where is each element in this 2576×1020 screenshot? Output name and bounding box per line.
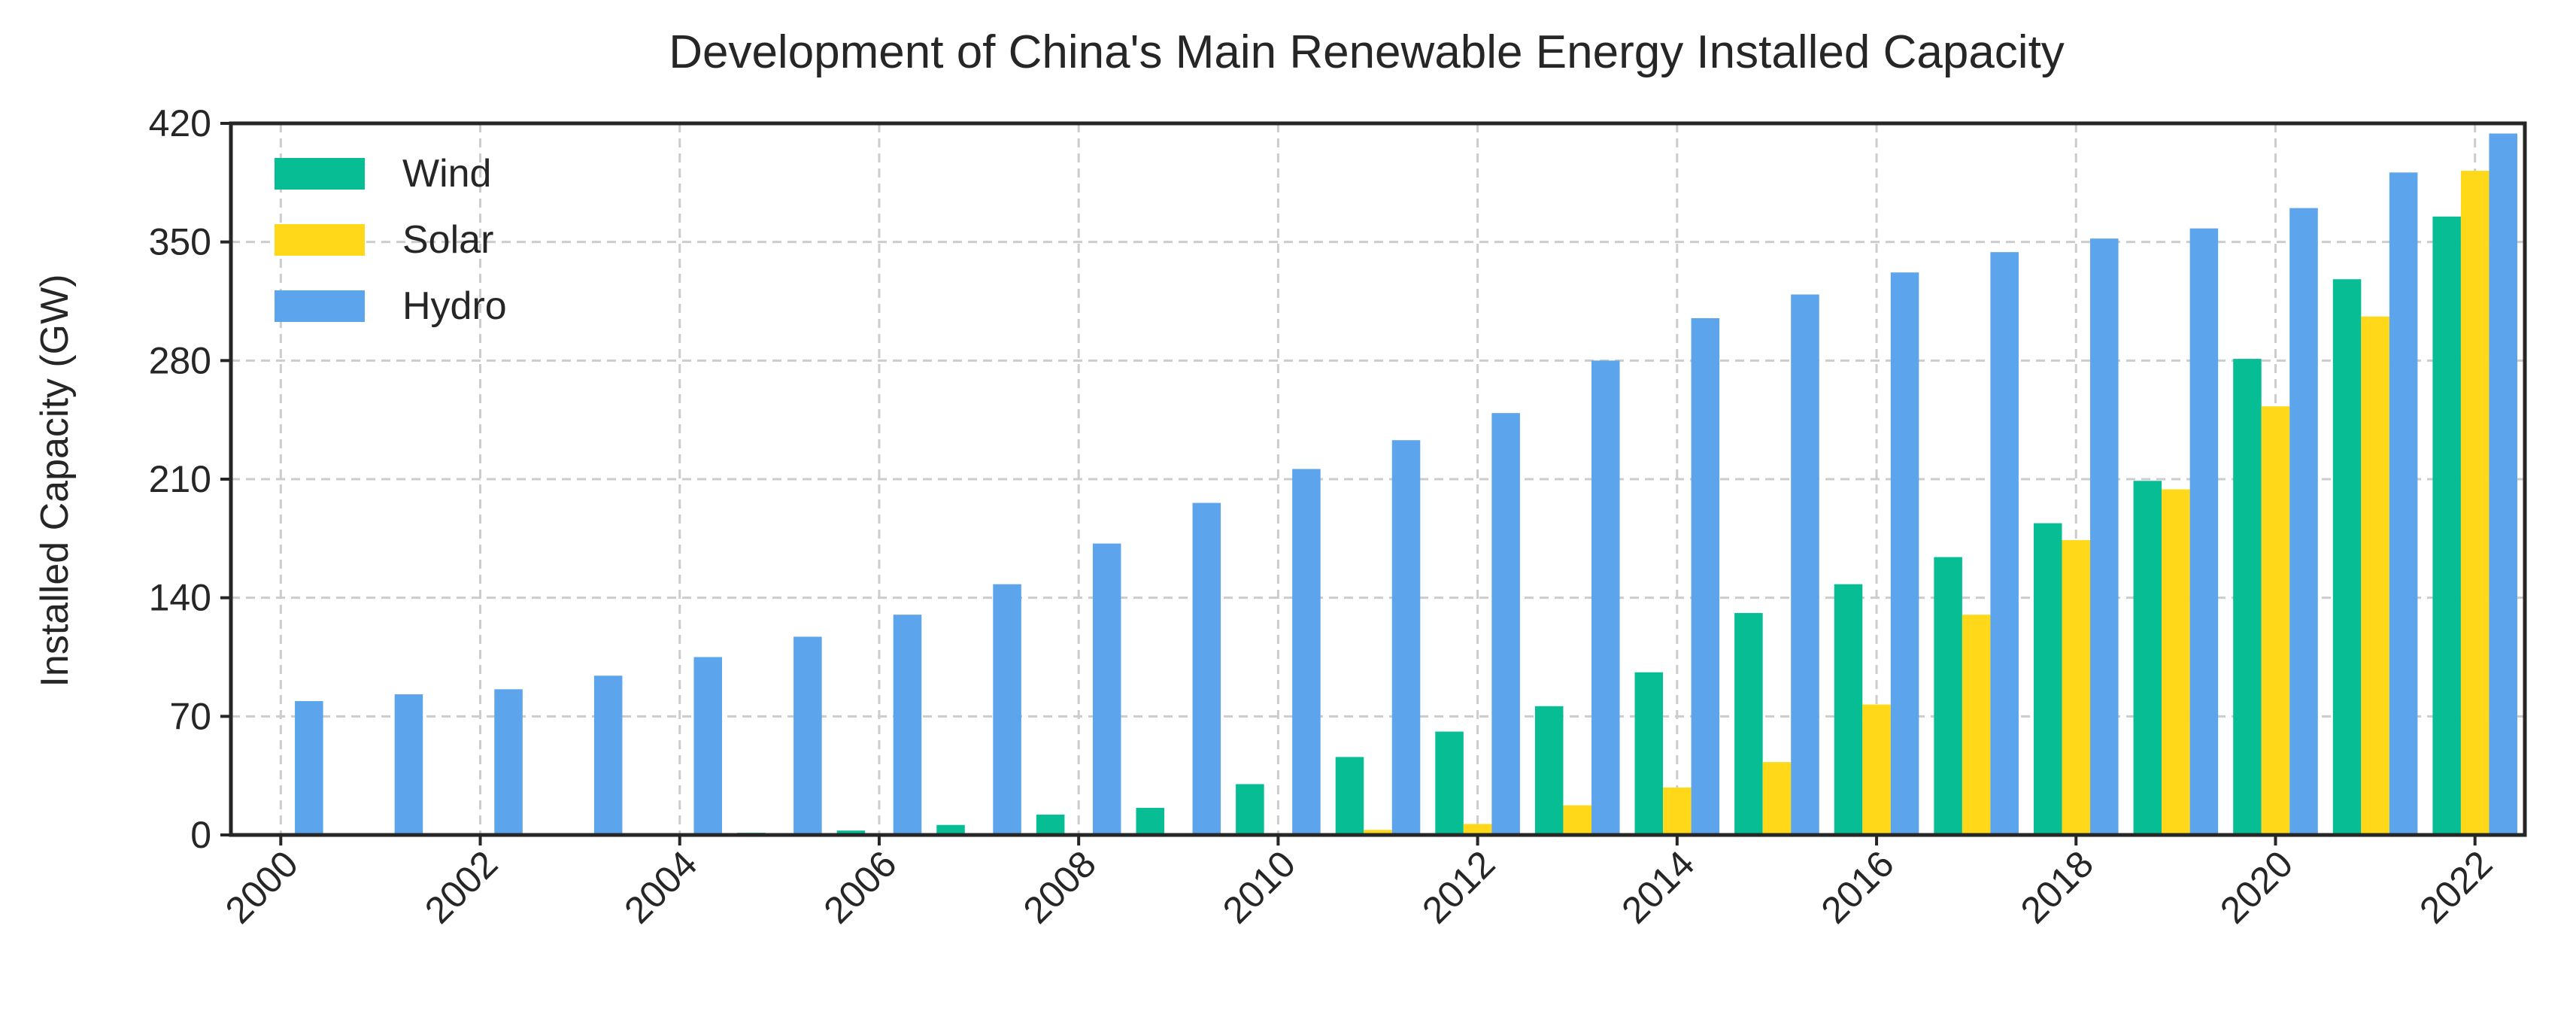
legend: Wind Solar Hydro	[275, 152, 507, 328]
x-tick-label: 2004	[616, 842, 705, 931]
y-tick-label: 420	[149, 102, 211, 144]
series-hydro	[295, 133, 2517, 836]
bar-wind-2009	[1136, 807, 1165, 835]
bar-hydro-2021	[2389, 172, 2418, 836]
bar-hydro-2011	[1391, 440, 1421, 835]
bar-wind-2017	[1934, 557, 1962, 835]
y-tick-label: 70	[169, 695, 211, 737]
bar-hydro-2015	[1791, 294, 1819, 835]
chart-title: Development of China's Main Renewable En…	[669, 26, 2065, 78]
bar-wind-2010	[1236, 784, 1264, 835]
y-tick-label: 280	[149, 339, 211, 381]
bar-hydro-2016	[1890, 272, 1919, 835]
bar-hydro-2003	[593, 675, 623, 835]
x-tick-label: 2010	[1215, 842, 1303, 931]
series-solar	[665, 171, 2490, 836]
bar-hydro-2007	[993, 584, 1021, 835]
bar-wind-2021	[2332, 279, 2362, 835]
legend-swatch-solar	[275, 224, 365, 256]
bar-solar-2018	[2062, 540, 2091, 835]
bar-wind-2020	[2233, 359, 2262, 836]
bar-wind-2011	[1335, 757, 1364, 835]
y-axis-label: Installed Capacity (GW)	[33, 274, 77, 687]
bar-hydro-2013	[1591, 360, 1620, 835]
bar-solar-2015	[1762, 762, 1792, 835]
series-wind	[238, 216, 2461, 836]
x-tick-label: 2012	[1414, 842, 1503, 931]
bar-hydro-2012	[1491, 413, 1520, 835]
bar-solar-2014	[1663, 787, 1692, 835]
bar-solar-2020	[2261, 406, 2290, 835]
legend-swatch-wind	[275, 158, 365, 190]
x-tick-label: 2016	[1813, 842, 1902, 931]
bar-wind-2022	[2432, 216, 2461, 835]
x-tick-label: 2018	[2013, 842, 2101, 931]
bar-solar-2013	[1563, 805, 1591, 835]
bar-wind-2018	[2033, 523, 2062, 835]
bar-hydro-2004	[693, 657, 723, 835]
bar-solar-2017	[1962, 615, 1991, 835]
bar-wind-2007	[936, 824, 965, 835]
legend-label-hydro: Hydro	[402, 284, 507, 328]
bar-solar-2016	[1862, 704, 1891, 835]
bar-hydro-2020	[2289, 208, 2318, 836]
x-tick-label: 2022	[2411, 842, 2500, 931]
bar-wind-2006	[836, 830, 866, 835]
bar-solar-2019	[2162, 489, 2190, 835]
y-tick-label: 350	[149, 221, 211, 263]
y-tick-label: 210	[149, 458, 211, 500]
bar-wind-2014	[1634, 672, 1664, 835]
bar-solar-2022	[2460, 171, 2490, 836]
legend-label-wind: Wind	[402, 152, 491, 196]
x-tick-label: 2020	[2212, 842, 2301, 931]
bar-hydro-2019	[2189, 228, 2219, 836]
bar-solar-2011	[1364, 830, 1392, 835]
bar-hydro-2014	[1691, 318, 1720, 835]
bars-layer	[238, 133, 2517, 836]
bar-hydro-2001	[394, 694, 423, 835]
bar-wind-2015	[1734, 612, 1763, 835]
x-tick-label: 2014	[1613, 842, 1702, 931]
plot-frame	[229, 121, 2527, 837]
bar-wind-2013	[1534, 706, 1564, 835]
y-tick-label: 0	[190, 814, 211, 856]
bar-hydro-2006	[893, 615, 922, 835]
bar-hydro-2018	[2090, 238, 2119, 836]
bar-solar-2012	[1463, 824, 1492, 835]
bar-hydro-2022	[2489, 133, 2517, 835]
bar-wind-2012	[1435, 731, 1464, 835]
bar-wind-2019	[2133, 481, 2162, 835]
bar-wind-2016	[1834, 584, 1863, 835]
bar-hydro-2017	[1990, 252, 2019, 836]
x-tick-label: 2006	[815, 842, 904, 931]
bar-hydro-2002	[494, 689, 523, 835]
legend-swatch-hydro	[275, 290, 365, 322]
bar-hydro-2000	[295, 701, 323, 835]
legend-label-solar: Solar	[402, 218, 493, 262]
x-tick-label: 2008	[1015, 842, 1104, 931]
x-tick-label: 2002	[417, 842, 505, 931]
bar-hydro-2010	[1292, 469, 1321, 835]
bar-wind-2008	[1036, 814, 1065, 835]
x-tick-label: 2000	[217, 842, 306, 931]
bar-solar-2021	[2361, 316, 2389, 835]
y-tick-label: 140	[149, 577, 211, 619]
bar-hydro-2005	[793, 636, 822, 835]
bar-hydro-2008	[1092, 543, 1121, 835]
bar-hydro-2009	[1192, 502, 1221, 835]
